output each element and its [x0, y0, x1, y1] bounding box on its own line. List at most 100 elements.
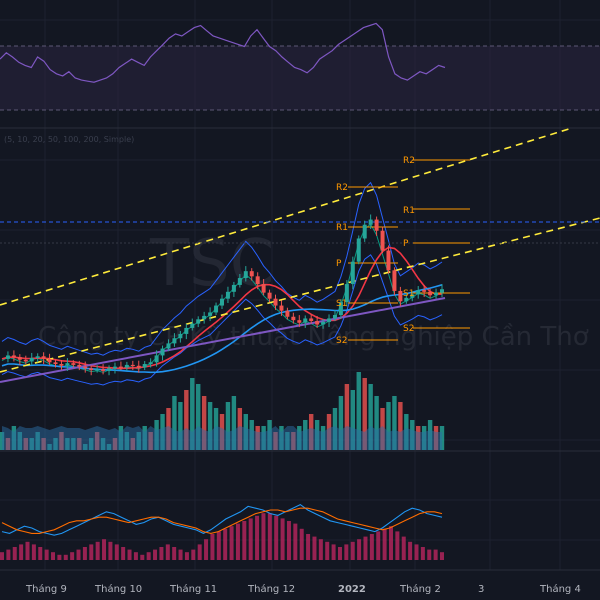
candle-body [285, 310, 290, 317]
volume-bar [350, 390, 356, 450]
candle-body [237, 278, 242, 285]
candle-body [350, 261, 355, 285]
time-axis[interactable]: Tháng 9 Tháng 10 Tháng 11 Tháng 12 2022 … [25, 583, 581, 595]
macd-hist-bar [395, 531, 400, 560]
macd-hist-bar [44, 549, 49, 560]
candle-body [77, 364, 82, 367]
macd-hist-bar [216, 531, 221, 560]
macd-hist-bar [153, 549, 158, 560]
pivot-label-p-prev: P [336, 259, 342, 269]
pivot-label-r2-prev: R2 [336, 183, 348, 193]
macd-hist-bar [433, 549, 438, 560]
candle-body [95, 369, 100, 371]
candle-body [428, 291, 433, 296]
candle-body [404, 297, 409, 302]
pivot-label-r1-prev: R1 [336, 223, 348, 233]
price-pane[interactable]: (5, 10, 20, 50, 100, 200, Simple) TSC Cô… [0, 127, 600, 386]
candle-body [386, 250, 391, 271]
macd-hist-bar [414, 544, 419, 560]
macd-hist-bar [408, 541, 413, 560]
macd-hist-bar [76, 549, 81, 560]
macd-hist-bar [133, 552, 138, 560]
macd-hist-bar [299, 528, 304, 560]
macd-hist-bar [293, 523, 298, 560]
candle-body [202, 315, 207, 320]
pivot-label-s1-prev: S1 [336, 299, 347, 309]
volume-bar [225, 402, 231, 450]
candle-body [309, 318, 314, 322]
volume-bar [392, 396, 397, 450]
macd-hist-bar [267, 513, 272, 560]
macd-hist-bar [31, 544, 36, 560]
macd-hist-bar [235, 523, 240, 560]
candle-body [41, 356, 46, 359]
macd-hist-bar [363, 536, 368, 560]
volume-bar [362, 378, 367, 450]
macd-hist-bar [165, 544, 170, 560]
macd-hist-bar [261, 513, 266, 560]
candle-body [303, 318, 308, 323]
watermark-ticker: TSC [149, 227, 274, 301]
candle-body [83, 366, 88, 369]
macd-hist-bar [229, 526, 234, 560]
macd-hist-bar [184, 552, 189, 560]
volume-bar [374, 396, 379, 450]
macd-hist-bar [286, 521, 291, 560]
axis-label: 3 [478, 584, 484, 595]
candle-body [321, 321, 326, 325]
candle-body [362, 224, 367, 239]
macd-hist-bar [140, 554, 145, 560]
macd-hist-bar [325, 541, 330, 560]
macd-hist-bar [382, 528, 387, 560]
candle-body [124, 364, 129, 368]
candle-body [291, 316, 296, 321]
candle-body [160, 348, 165, 356]
candle-body [130, 364, 135, 367]
macd-hist-bar [312, 536, 317, 560]
macd-hist-bar [204, 539, 209, 560]
candle-body [166, 343, 171, 349]
pivot-label-r1: R1 [403, 206, 415, 216]
axis-label: Tháng 9 [25, 583, 67, 595]
candle-body [297, 320, 302, 323]
pivot-label-p: P [403, 239, 409, 249]
candle-body [23, 359, 28, 362]
macd-hist-bar [420, 547, 425, 560]
candles [5, 214, 444, 376]
volume-bar [386, 402, 391, 450]
candle-body [59, 364, 64, 366]
candle-body [380, 230, 385, 251]
candle-body [35, 356, 40, 359]
macd-pane[interactable] [0, 503, 444, 560]
candle-body [327, 318, 332, 322]
pivot-label-r2: R2 [403, 156, 415, 166]
candle-body [410, 294, 415, 298]
candle-body [214, 305, 219, 313]
macd-hist-bar [95, 541, 100, 560]
candle-body [178, 333, 183, 339]
candle-body [422, 290, 427, 292]
macd-hist-bar [376, 531, 381, 560]
macd-hist-bar [108, 541, 113, 560]
macd-hist-bar [344, 544, 349, 560]
ma-fast [1, 246, 443, 370]
candle-body [17, 357, 22, 360]
candle-body [47, 358, 52, 363]
candle-body [65, 363, 70, 366]
candle-body [172, 338, 177, 344]
axis-label: Tháng 10 [94, 583, 142, 595]
pivot-label-s1: S1 [403, 289, 414, 299]
macd-hist-bar [191, 549, 196, 560]
candle-body [267, 292, 272, 299]
candle-body [11, 355, 16, 358]
macd-hist-bar [331, 544, 336, 560]
candle-body [231, 284, 236, 292]
candle-body [398, 290, 403, 302]
macd-hist-bar [146, 552, 151, 560]
pivot-label-s2: S2 [403, 324, 414, 334]
macd-hist-bar [357, 539, 362, 560]
rsi-pane[interactable] [0, 22, 600, 111]
macd-hist-bar [388, 526, 393, 560]
